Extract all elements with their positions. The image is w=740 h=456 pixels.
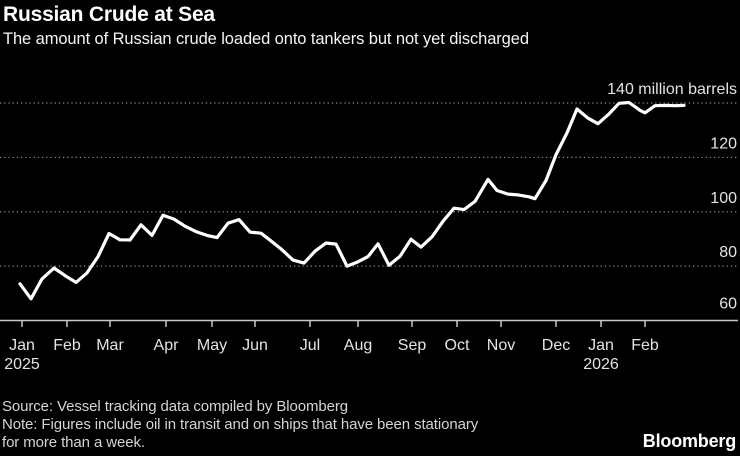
x-axis-label-jun: Jun	[242, 337, 268, 354]
bloomberg-logo: Bloomberg	[642, 431, 736, 451]
x-axis-label-apr: Apr	[154, 337, 180, 354]
x-axis-label-may: May	[197, 337, 227, 354]
crude-at-sea-line-chart: 60 80 100 120 140 million barrels Jan 2025 Feb M…	[0, 81, 738, 373]
note-text-line-2: for more than a week.	[2, 434, 145, 451]
y-axis-label-100: 100	[710, 190, 737, 207]
y-axis-label-140: 140 million barrels	[607, 81, 737, 98]
y-axis-label-120: 120	[710, 135, 737, 152]
x-axis-label-feb: Feb	[53, 337, 81, 354]
x-axis-label-feb: Feb	[631, 337, 659, 354]
chart-header: Russian Crude at Sea The amount of Russi…	[3, 2, 733, 50]
y-axis-label-80: 80	[719, 244, 737, 261]
x-axis-label-mar: Mar	[96, 337, 124, 354]
x-axis-year-label-2025: 2025	[4, 356, 40, 373]
y-axis-label-60: 60	[719, 296, 737, 313]
note-text-line-1: Note: Figures include oil in transit and…	[2, 416, 479, 433]
chart-subtitle: The amount of Russian crude loaded onto …	[3, 30, 529, 49]
x-axis-label-jan: Jan	[588, 337, 614, 354]
x-axis-label-sep: Sep	[398, 337, 427, 354]
x-axis-label-jul: Jul	[300, 337, 320, 354]
x-axis-label-nov: Nov	[487, 337, 515, 354]
x-axis-label-jan: Jan	[9, 337, 35, 354]
chart-title: Russian Crude at Sea	[3, 3, 215, 26]
data-line-crude-at-sea	[18, 100, 686, 301]
x-axis-label-dec: Dec	[542, 337, 570, 354]
x-axis-label-oct: Oct	[445, 337, 470, 354]
x-axis-year-label-2026: 2026	[583, 356, 619, 373]
source-text: Source: Vessel tracking data compiled by…	[2, 398, 349, 415]
x-axis-label-aug: Aug	[344, 337, 372, 354]
